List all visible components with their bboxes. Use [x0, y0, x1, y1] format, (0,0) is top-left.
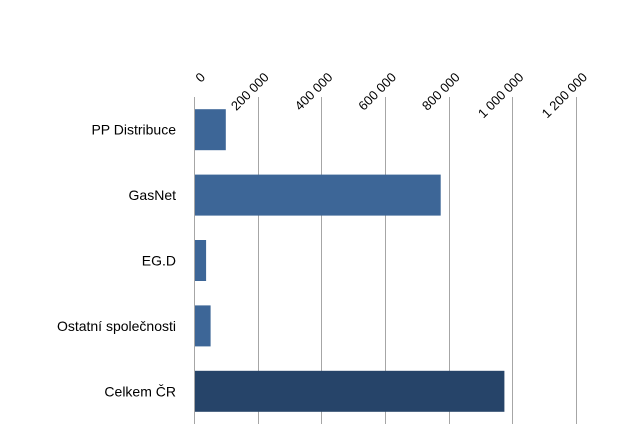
x-tick-label: 0: [192, 70, 208, 86]
category-label: EG.D: [142, 253, 176, 269]
x-tick-label: 600 000: [355, 70, 399, 114]
bar: [194, 240, 207, 281]
bar: [194, 370, 505, 412]
category-label: PP Distribuce: [91, 122, 176, 138]
bar: [194, 305, 211, 347]
x-tick-label: 400 000: [292, 70, 336, 114]
category-label: GasNet: [129, 187, 177, 203]
bar: [194, 109, 226, 151]
category-label: Ostatní společnosti: [57, 318, 176, 334]
bars: [194, 109, 505, 412]
x-tick-label: 800 000: [419, 70, 463, 114]
x-tick-label: 1 000 000: [475, 70, 527, 122]
gridlines: [258, 97, 577, 424]
category-label: Celkem ČR: [104, 383, 176, 399]
x-tick-labels: 0 200 000 400 000 600 000 800 000 1 000 000 1 …: [192, 70, 590, 122]
category-labels: PP Distribuce GasNet EG.D Ostatní společnos…: [57, 122, 176, 400]
x-tick-label: 1 200 000: [539, 70, 591, 122]
bar: [194, 174, 441, 216]
x-tick-label: 200 000: [228, 70, 272, 114]
